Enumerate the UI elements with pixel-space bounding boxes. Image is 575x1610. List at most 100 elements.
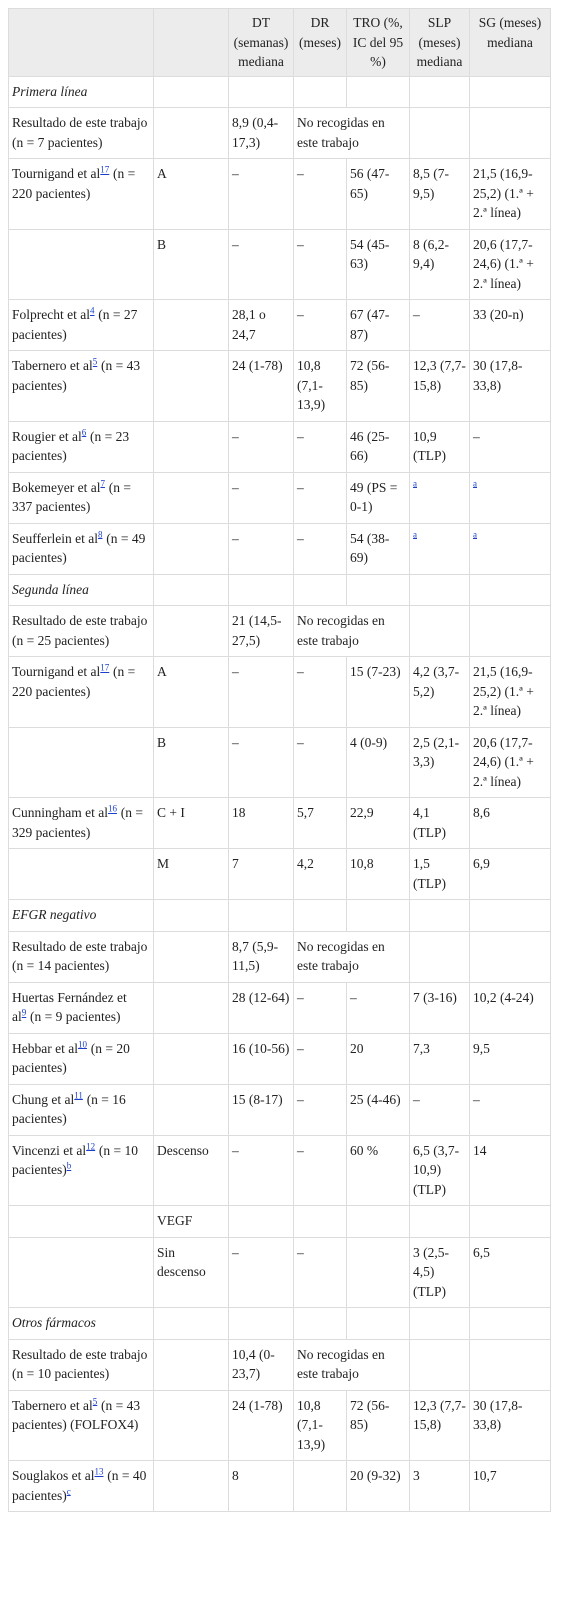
- study-cell: Seufferlein et al8 (n = 49 pacientes): [8, 522, 154, 575]
- study-ref[interactable]: 8: [97, 529, 103, 539]
- data-row: Folprecht et al4 (n = 27 pacientes) 28,1 o…: [8, 299, 551, 351]
- slp-cell: 2,5 (2,1-3,3): [409, 726, 470, 798]
- sg-cell: 33 (20-n): [469, 299, 551, 351]
- study-ref-sup: 11: [74, 1090, 83, 1100]
- empty-cell: [409, 605, 470, 657]
- empty-cell: [409, 107, 470, 159]
- note-cell: No recogidas en este trabajo: [293, 930, 410, 983]
- data-row: Souglakos et al13 (n = 40 pacientes)c 8 20 …: [8, 1460, 551, 1512]
- data-row: Tournigand et al17 (n = 220 pacientes) A – –…: [8, 158, 551, 230]
- section-row: EFGR negativo: [8, 899, 551, 932]
- empty-cell: [153, 605, 229, 657]
- study-cell: Chung et al11 (n = 16 pacientes): [8, 1083, 154, 1136]
- study-cell: Folprecht et al4 (n = 27 pacientes): [8, 299, 154, 351]
- study-ref[interactable]: 6: [81, 427, 87, 437]
- study-cell: Vincenzi et al12 (n = 10 pacientes)b: [8, 1134, 154, 1206]
- study-cell: Tabernero et al5 (n = 43 pacientes): [8, 350, 154, 422]
- slp-cell: 7,3: [409, 1032, 470, 1085]
- study-ref[interactable]: 12: [86, 1141, 96, 1151]
- footnote-ref[interactable]: a: [413, 478, 417, 488]
- footnote-ref[interactable]: b: [66, 1160, 72, 1171]
- empty-cell: [228, 75, 294, 108]
- slp-cell: 8,5 (7-9,5): [409, 158, 470, 230]
- study-ref[interactable]: 16: [107, 803, 117, 814]
- dr-cell: –: [293, 1134, 347, 1206]
- study-ref[interactable]: 5: [92, 1396, 98, 1406]
- footnote-ref-sup: a: [473, 478, 477, 488]
- dr-cell: –: [293, 981, 347, 1034]
- slp-cell: 8 (6,2-9,4): [409, 228, 470, 300]
- slp-cell: 1,5 (TLP): [409, 848, 470, 900]
- table-body: Primera línea Resultado de este trabajo (…: [8, 75, 551, 1512]
- header-row: DT (semanas) mediana DR (meses) TRO (%, …: [8, 8, 551, 77]
- study-ref[interactable]: 13: [94, 1466, 104, 1477]
- empty-cell: [409, 573, 470, 606]
- data-row: Bokemeyer et al7 (n = 337 pacientes) – –49 …: [8, 471, 551, 524]
- dr-cell: –: [293, 1236, 347, 1308]
- study-cell: Resultado de este trabajo (n = 10 pacien…: [8, 1338, 154, 1391]
- dt-cell: –: [228, 228, 294, 300]
- study-cell: [8, 726, 154, 798]
- dr-cell: –: [293, 1083, 347, 1136]
- dt-cell: 28,1 o 24,7: [228, 299, 294, 351]
- sg-cell: 6,9: [469, 848, 551, 900]
- empty-cell: [409, 75, 470, 108]
- sg-cell: 21,5 (16,9-25,2) (1.ª + 2.ª línea): [469, 158, 551, 230]
- study-ref[interactable]: 17: [100, 662, 110, 673]
- slp-cell: 12,3 (7,7-15,8): [409, 1389, 470, 1461]
- study-ref-sup: 5: [93, 357, 98, 367]
- study-detail: (n = 40 pacientes): [12, 1468, 147, 1503]
- study-cell: [8, 1205, 154, 1238]
- study-detail: (n = 220 pacientes): [12, 664, 136, 699]
- study-ref-sup: 13: [95, 1467, 104, 1477]
- study-detail: (n = 20 pacientes): [12, 1040, 130, 1076]
- footnote-ref-sup: c: [67, 1486, 71, 1496]
- empty-cell: [469, 75, 551, 108]
- study-ref[interactable]: 7: [100, 478, 105, 488]
- empty-cell: [153, 299, 229, 351]
- empty-cell: [153, 899, 229, 932]
- empty-cell: [293, 75, 347, 108]
- study-name: Rougier et al: [12, 428, 82, 444]
- study-ref[interactable]: 10: [77, 1039, 87, 1049]
- empty-cell: [346, 1307, 410, 1340]
- study-ref[interactable]: 11: [74, 1090, 83, 1100]
- study-name: Bokemeyer et al: [12, 479, 101, 495]
- header-cell: TRO (%, IC del 95 %): [346, 8, 410, 77]
- study-ref[interactable]: 5: [92, 356, 98, 367]
- study-ref[interactable]: 9: [21, 1007, 27, 1018]
- footnote-ref-sup: a: [413, 529, 417, 539]
- empty-cell: [293, 573, 347, 606]
- header-cell: [8, 8, 154, 77]
- footnote-ref-sup: a: [413, 478, 417, 488]
- tro-cell: 4 (0-9): [346, 726, 410, 798]
- empty-cell: [346, 1205, 410, 1238]
- study-ref-sup: 10: [78, 1039, 87, 1049]
- dt-cell: 15 (8-17): [228, 1083, 294, 1136]
- data-row: Resultado de este trabajo (n = 14 pacien…: [8, 930, 551, 983]
- tro-cell: 54 (45-63): [346, 228, 410, 300]
- slp-cell: 4,1 (TLP): [409, 797, 470, 849]
- footnote-ref[interactable]: a: [473, 478, 477, 488]
- study-detail: (n = 329 pacientes): [12, 805, 143, 840]
- empty-cell: [469, 573, 551, 606]
- footnote-ref[interactable]: c: [66, 1486, 71, 1496]
- study-ref[interactable]: 17: [100, 164, 110, 175]
- footnote-ref[interactable]: a: [473, 529, 477, 539]
- slp-cell: –: [409, 299, 470, 351]
- dt-cell: –: [228, 726, 294, 798]
- empty-cell: [153, 1083, 229, 1136]
- data-row: Tabernero et al5 (n = 43 pacientes) 24 (1-…: [8, 350, 551, 422]
- dr-cell: –: [293, 522, 347, 575]
- dt-cell: 21 (14,5-27,5): [228, 605, 294, 657]
- dt-cell: 8,9 (0,4-17,3): [228, 107, 294, 159]
- study-ref[interactable]: 4: [89, 305, 95, 316]
- dr-cell: –: [293, 656, 347, 728]
- empty-cell: [153, 107, 229, 159]
- study-name: Vincenzi et al: [12, 1142, 87, 1158]
- data-row: Tournigand et al17 (n = 220 pacientes) A – –…: [8, 656, 551, 728]
- results-table: DT (semanas) mediana DR (meses) TRO (%, …: [8, 8, 551, 1512]
- section-label: Otros fármacos: [8, 1307, 154, 1340]
- study-detail: (n = 220 pacientes): [12, 166, 136, 201]
- footnote-ref[interactable]: a: [413, 529, 417, 539]
